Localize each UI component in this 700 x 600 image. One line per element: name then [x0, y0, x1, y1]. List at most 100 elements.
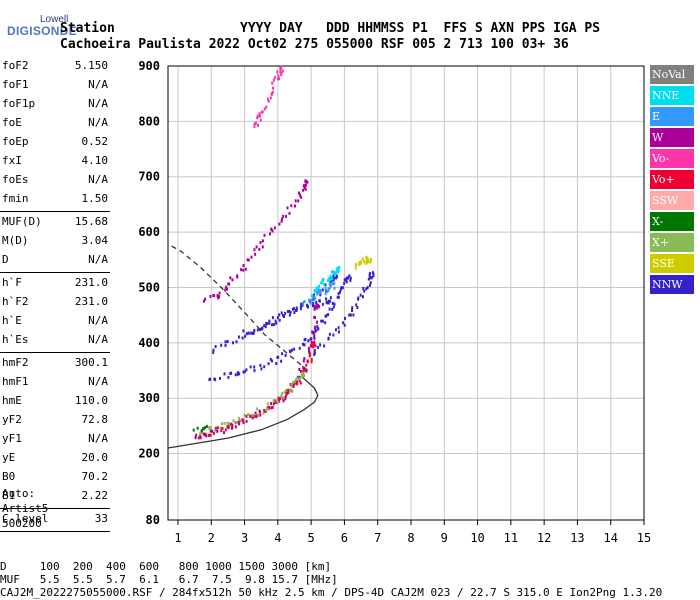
- echo-mark-2F-c: [274, 319, 277, 323]
- echo-mark-X-F2: [247, 413, 250, 416]
- echo-mark-X-F2: [275, 399, 278, 403]
- echo-mark-2F-b: [284, 311, 287, 315]
- echo-mark-2F-c: [325, 300, 328, 304]
- echo-mark-3F: [335, 328, 337, 332]
- echo-mark-2F: [238, 372, 241, 376]
- echo-mark-2F-o: [282, 214, 285, 218]
- echo-mark-O-F2: [254, 411, 257, 415]
- x-tick-label: 12: [537, 531, 551, 545]
- echo-mark-2F-b: [278, 318, 281, 322]
- echo-mark-X-F2: [300, 375, 303, 379]
- echo-mark-2F: [249, 365, 252, 369]
- echo-mark-2F-b: [278, 313, 281, 317]
- footer: D 100 200 400 600 800 1000 1500 3000 [km…: [0, 560, 662, 599]
- echo-mark-3F: [323, 344, 326, 348]
- legend: NoVal NNE E W Vo- Vo+ SSW X- X+ SSE NNW: [650, 65, 694, 296]
- echo-mark-3F: [313, 353, 316, 356]
- echo-mark-3F-o: [256, 114, 259, 118]
- param-value: 15.68: [74, 215, 108, 228]
- echo-mark-2F-o: [259, 241, 262, 244]
- echo-mark-O-F2-b: [253, 414, 256, 418]
- echo-mark-2F-c: [280, 311, 283, 315]
- echo-mark-spread-cyan: [332, 271, 335, 275]
- echo-mark-2F-c: [245, 332, 248, 336]
- echo-mark-2F-o: [228, 282, 231, 286]
- param-value: N/A: [88, 314, 108, 327]
- echo-mark-2F-c: [224, 340, 227, 344]
- echo-mark-X-F2: [226, 421, 229, 425]
- echo-mark-O-F2: [272, 402, 275, 406]
- param-label: h`F: [2, 276, 22, 289]
- echo-mark-2F-b: [295, 306, 298, 310]
- param-value: 1.50: [81, 192, 109, 205]
- param-value: 231.0: [74, 276, 108, 289]
- echo-mark-O-F2-b: [234, 425, 237, 429]
- echo-mark-2F-o: [305, 183, 307, 187]
- echo-mark-2F-o: [270, 228, 273, 231]
- param-value: 70.2: [81, 470, 109, 483]
- param-row: foE N/A: [0, 114, 112, 133]
- echo-mark-X-F2: [199, 432, 202, 436]
- echo-mark-O-F2: [255, 415, 258, 419]
- echo-mark-2F: [267, 362, 270, 366]
- echo-mark-O-F2-b: [209, 433, 212, 437]
- echo-mark-2F-o: [224, 288, 227, 292]
- echo-mark-2F: [229, 372, 232, 375]
- echo-mark-O-F2: [268, 405, 270, 409]
- echo-mark-O-F2: [303, 368, 306, 372]
- echo-mark-sse: [367, 257, 370, 261]
- echo-mark-X-F2: [256, 407, 259, 411]
- echo-mark-2F-o: [225, 285, 228, 289]
- param-row: h`F 231.0: [0, 274, 112, 293]
- echo-mark-2F-c: [212, 350, 215, 354]
- echo-mark-3F: [344, 316, 346, 320]
- echo-mark-X-F2-b: [192, 428, 195, 432]
- param-label: M(D): [2, 234, 29, 247]
- echo-mark-2F-c: [299, 307, 302, 311]
- echo-mark-2F-c: [275, 321, 278, 325]
- echo-mark-O-F2-b: [197, 436, 200, 440]
- echo-mark-spread-cyan: [328, 277, 331, 281]
- echo-mark-X-F2: [301, 372, 304, 376]
- echo-mark-2F: [263, 365, 266, 369]
- auto-scaling-info: Auto: Artist5 500200: [2, 486, 48, 531]
- echo-mark-3F: [372, 272, 375, 276]
- echo-mark-O-F2: [296, 380, 299, 384]
- x-tick-label: 13: [570, 531, 584, 545]
- echo-mark-2F-o: [225, 287, 228, 291]
- echo-mark-3F-o: [258, 112, 261, 116]
- x-tick-label: 6: [341, 531, 348, 545]
- echo-mark-3F: [349, 313, 352, 317]
- echo-mark-O-F2: [303, 357, 306, 360]
- echo-mark-O-F2: [199, 434, 202, 438]
- echo-mark-O-F2: [282, 399, 285, 403]
- footer-distance-line: D 100 200 400 600 800 1000 1500 3000 [km…: [0, 560, 332, 573]
- echo-mark-X-F2: [214, 429, 217, 433]
- echo-mark-2F-o: [280, 219, 283, 223]
- echo-mark-2F-o: [261, 245, 264, 249]
- echo-mark-2F-o: [304, 179, 307, 183]
- echo-mark-X-F2-b: [204, 426, 207, 430]
- echo-mark-O-F2-b: [220, 429, 223, 432]
- echo-mark-X-F2: [290, 384, 293, 388]
- echo-mark-2F-o: [294, 204, 296, 208]
- echo-mark-X-F2: [266, 402, 269, 406]
- y-tick-label: 800: [138, 114, 160, 128]
- echo-mark-2F: [236, 372, 239, 376]
- param-row: C-level 33: [0, 510, 112, 529]
- echo-mark-2F: [343, 281, 346, 285]
- echo-mark-O-F2-b: [231, 425, 234, 429]
- echo-mark-2F-c: [224, 344, 227, 347]
- echo-mark-spread-cyan: [318, 284, 320, 288]
- echo-mark-O-F2-b: [221, 427, 224, 430]
- echo-mark-2F: [269, 357, 272, 361]
- echo-mark-3F: [328, 332, 331, 336]
- echo-mark-spread-cyan: [334, 270, 337, 274]
- echo-mark-O-F2-b: [306, 360, 309, 364]
- echo-mark-X-F2: [291, 381, 294, 384]
- echo-mark-2F-o: [273, 226, 276, 230]
- y-tick-label: 400: [138, 336, 160, 350]
- echo-mark-sse: [358, 261, 361, 265]
- echo-mark-O-F2: [316, 304, 319, 308]
- echo-mark-2F: [284, 353, 287, 357]
